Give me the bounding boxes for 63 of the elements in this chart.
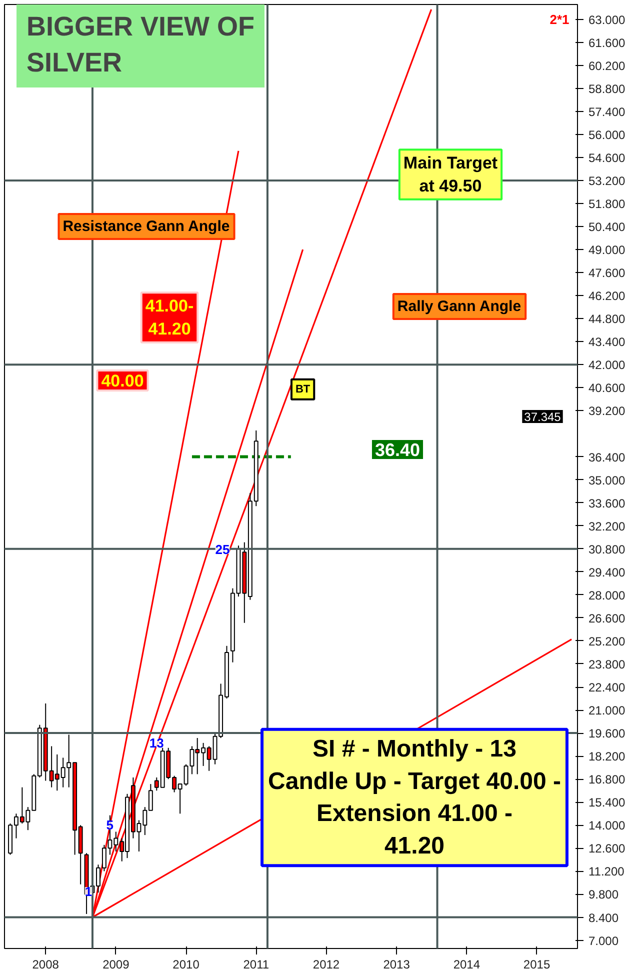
y-tick-label: 8.400: [588, 910, 619, 925]
x-tick-label: 2012: [312, 958, 340, 971]
y-tick-label: 42.000: [588, 358, 626, 372]
y-tick-label: 12.600: [588, 842, 626, 856]
y-tick-label: 33.600: [588, 496, 626, 510]
y-tick-label: 25.200: [588, 634, 626, 648]
text: BIGGER VIEW OF SILVER: [26, 12, 255, 78]
y-tick-label: 44.800: [588, 312, 626, 326]
annotation: 40.00: [101, 372, 144, 390]
annotation: Main Target at 49.50: [403, 154, 498, 196]
x-tick-label: 2008: [32, 958, 60, 971]
y-tick-label: 50.400: [588, 220, 626, 234]
y-tick-label: 26.600: [588, 611, 626, 626]
x-tick-label: 2014: [453, 958, 480, 971]
y-tick-label: 60.200: [588, 58, 626, 73]
y-tick-label: 39.200: [588, 404, 626, 418]
y-tick-label: 43.400: [588, 335, 626, 350]
annotation: 37.345: [524, 410, 562, 424]
annotation: BT: [295, 383, 310, 396]
y-tick-label: 18.200: [588, 750, 626, 764]
y-tick-label: 32.200: [588, 519, 626, 534]
y-tick-label: 40.600: [588, 381, 626, 396]
x-tick-label: 2010: [172, 958, 200, 971]
y-tick-label: 16.800: [588, 772, 626, 787]
y-tick-label: 30.800: [588, 542, 626, 556]
y-tick-label: 23.800: [588, 657, 626, 672]
x-tick-label: 2015: [523, 958, 550, 971]
y-tick-label: 28.000: [588, 588, 626, 602]
y-tick-label: 36.400: [588, 450, 626, 464]
y-tick-label: 19.600: [588, 726, 626, 741]
y-tick-label: 15.400: [588, 796, 626, 810]
y-tick-label: 22.400: [588, 680, 626, 695]
annotation: Rally Gann Angle: [397, 298, 522, 315]
y-tick-label: 56.000: [588, 128, 626, 142]
y-tick-label: 14.000: [588, 818, 626, 833]
x-tick-label: 2011: [243, 958, 270, 971]
annotation: 25: [215, 542, 230, 557]
x-tick-label: 2013: [383, 958, 410, 971]
y-tick-label: 7.000: [588, 934, 619, 948]
annotation: 36.40: [374, 440, 420, 460]
annotation: 5: [106, 818, 114, 833]
y-tick-label: 9.800: [588, 888, 619, 902]
y-tick-label: 51.800: [588, 196, 626, 211]
y-tick-label: 63.000: [588, 12, 626, 27]
y-tick-label: 58.800: [588, 82, 626, 96]
y-tick-label: 46.200: [588, 289, 626, 304]
annotation: 1: [84, 884, 92, 899]
x-tick-label: 2009: [102, 958, 130, 971]
y-tick-label: 61.600: [588, 36, 626, 50]
y-tick-label: 47.600: [588, 266, 626, 280]
y-tick-label: 35.000: [588, 473, 626, 488]
annotation: 41.00- 41.20: [145, 296, 194, 338]
y-tick-label: 54.600: [588, 150, 626, 165]
annotation: 2*1: [550, 12, 570, 27]
y-tick-label: 29.400: [588, 565, 626, 580]
annotation: 13: [149, 735, 164, 750]
annotation: SI # - Monthly - 13 Candle Up - Target 40.00 - Extension 41.00 - 41.20: [268, 735, 561, 860]
y-tick-label: 53.200: [588, 174, 626, 188]
y-tick-label: 21.000: [588, 704, 626, 718]
y-tick-label: 57.400: [588, 104, 626, 119]
y-tick-label: 11.200: [588, 864, 625, 879]
annotation: Resistance Gann Angle: [62, 218, 230, 235]
y-tick-label: 49.000: [588, 243, 626, 258]
